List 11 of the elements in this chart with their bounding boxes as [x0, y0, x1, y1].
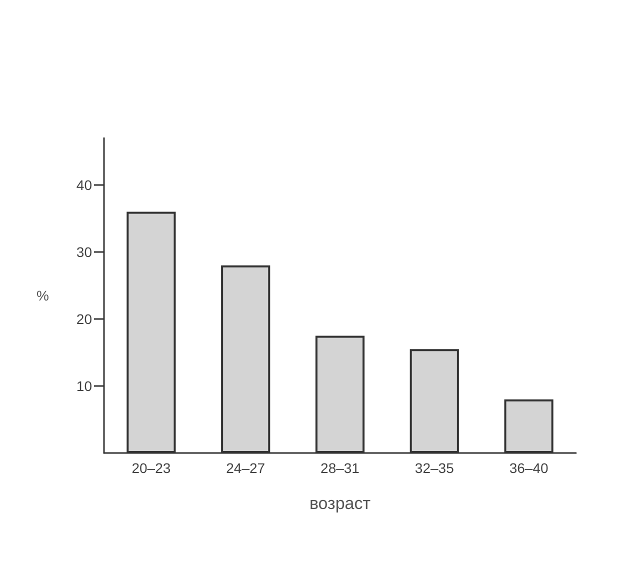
x-tick-label: 20–23 — [132, 460, 171, 476]
x-tick-label: 28–31 — [320, 460, 360, 476]
y-tick-label: 30 — [76, 244, 92, 260]
y-tick-label: 20 — [76, 310, 92, 327]
y-tick-label: 40 — [76, 176, 92, 193]
x-tick-label: 24–27 — [226, 460, 266, 476]
x-tick-label: 32–35 — [414, 460, 454, 476]
x-axis-title: возраст — [309, 494, 371, 513]
y-axis-title: % — [36, 288, 49, 304]
x-tick-label: 36–40 — [509, 460, 548, 476]
y-tick-label: 10 — [76, 378, 92, 394]
